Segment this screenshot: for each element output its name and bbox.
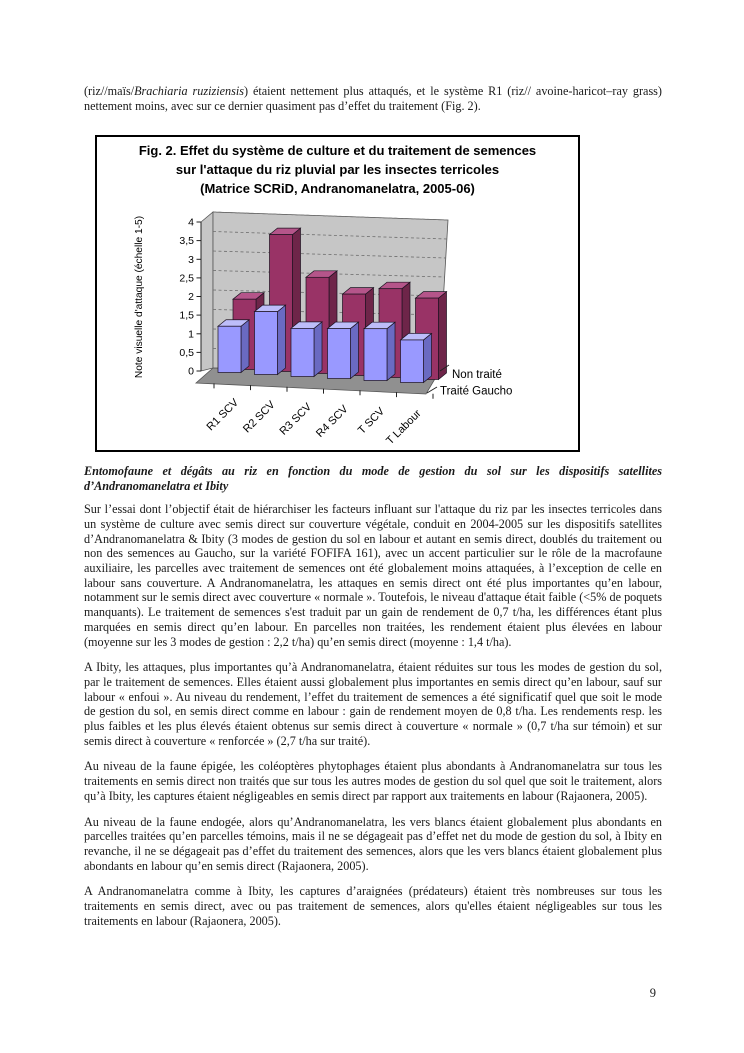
value-tick-label: 0 — [188, 366, 194, 378]
chart-side-wall — [200, 211, 214, 372]
paragraph-faune-endogee: Au niveau de la faune endogée, alors qu’… — [84, 814, 662, 873]
category-label: R3 SCV — [278, 401, 315, 438]
section-heading: Entomofaune et dégâts au riz en fonction… — [84, 464, 662, 494]
category-label: T Labour — [384, 408, 424, 448]
figure-title-line3: (Matrice SCRiD, Andranomanelatra, 2005-0… — [200, 181, 475, 197]
series-axis-labels — [426, 364, 450, 394]
value-tick-label: 3 — [188, 254, 194, 266]
bar-chart-3d: 0 0,5 1 1,5 2 2,5 3 3,5 4 R1 SCV R2 SCV R3 SCV R4 SC… — [134, 211, 512, 448]
category-axis — [213, 383, 434, 400]
figure-2-box: Fig. 2. Effet du système de culture et d… — [95, 135, 580, 453]
category-label: R2 SCV — [241, 399, 278, 436]
value-tick-label: 3,5 — [179, 236, 194, 248]
page-number: 9 — [649, 986, 656, 1000]
value-tick-label: 4 — [188, 217, 194, 229]
bars-traite-gaucho — [217, 304, 433, 384]
y-axis-title: Note visuelle d'attaque (échelle 1-5) — [134, 216, 145, 378]
species-name-italic: Brachiaria ruziziensis — [134, 84, 244, 98]
figure-title-line1: Fig. 2. Effet du système de culture et d… — [138, 143, 537, 159]
series-label-traite-gaucho: Traité Gaucho — [440, 386, 512, 398]
value-tick-label: 2,5 — [179, 273, 194, 285]
paragraph-essai: Sur l’essai dont l’objectif était de hié… — [84, 502, 662, 649]
figure-title: Fig. 2. Effet du système de culture et d… — [97, 141, 578, 198]
paragraph-ibity: A Ibity, les attaques, plus importantes … — [84, 660, 662, 748]
category-label: R4 SCV — [314, 403, 351, 440]
series-label-non-traite: Non traité — [452, 369, 502, 381]
value-tick-label: 2 — [188, 292, 194, 304]
figure-title-line2: sur l'attaque du riz pluvial par les ins… — [175, 162, 500, 178]
value-tick-label: 0,5 — [179, 347, 194, 359]
intro-paragraph: (riz//maïs/Brachiaria ruziziensis) étaie… — [84, 84, 662, 113]
paragraph-araignees: A Andranomanelatra comme à Ibity, les ca… — [84, 884, 662, 928]
intro-text-post: ) étaient nettement plus attaqués, et le… — [84, 84, 662, 113]
page-content: (riz//maïs/Brachiaria ruziziensis) étaie… — [84, 84, 662, 940]
intro-text-pre: (riz//maïs/ — [84, 84, 135, 98]
value-tick-label: 1 — [188, 329, 194, 341]
category-label: R1 SCV — [205, 397, 242, 434]
category-label: T SCV — [356, 405, 388, 437]
value-tick-label: 1,5 — [179, 310, 194, 322]
value-axis-ticks — [196, 221, 201, 372]
paragraph-faune-epigee: Au niveau de la faune épigée, les coléop… — [84, 759, 662, 803]
